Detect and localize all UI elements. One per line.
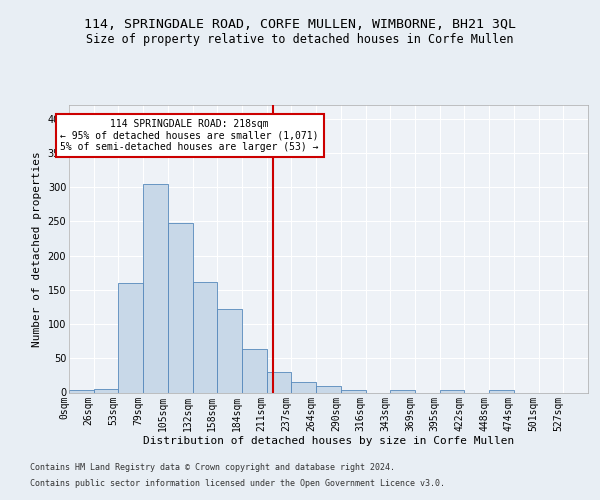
Bar — [118, 283, 143, 393]
Bar — [316, 386, 341, 392]
Bar — [440, 390, 464, 392]
Bar — [168, 224, 193, 392]
X-axis label: Distribution of detached houses by size in Corfe Mullen: Distribution of detached houses by size … — [143, 436, 514, 446]
Bar — [69, 390, 94, 392]
Bar — [94, 389, 118, 392]
Y-axis label: Number of detached properties: Number of detached properties — [32, 151, 42, 346]
Bar — [217, 309, 242, 392]
Text: 114, SPRINGDALE ROAD, CORFE MULLEN, WIMBORNE, BH21 3QL: 114, SPRINGDALE ROAD, CORFE MULLEN, WIMB… — [84, 18, 516, 30]
Bar — [143, 184, 168, 392]
Bar — [193, 282, 217, 393]
Bar — [242, 348, 267, 393]
Bar — [489, 390, 514, 392]
Text: 114 SPRINGDALE ROAD: 218sqm
← 95% of detached houses are smaller (1,071)
5% of s: 114 SPRINGDALE ROAD: 218sqm ← 95% of det… — [61, 118, 319, 152]
Text: Contains HM Land Registry data © Crown copyright and database right 2024.: Contains HM Land Registry data © Crown c… — [30, 464, 395, 472]
Text: Size of property relative to detached houses in Corfe Mullen: Size of property relative to detached ho… — [86, 32, 514, 46]
Bar — [267, 372, 292, 392]
Text: Contains public sector information licensed under the Open Government Licence v3: Contains public sector information licen… — [30, 478, 445, 488]
Bar — [341, 390, 365, 392]
Bar — [292, 382, 316, 392]
Bar — [390, 390, 415, 392]
